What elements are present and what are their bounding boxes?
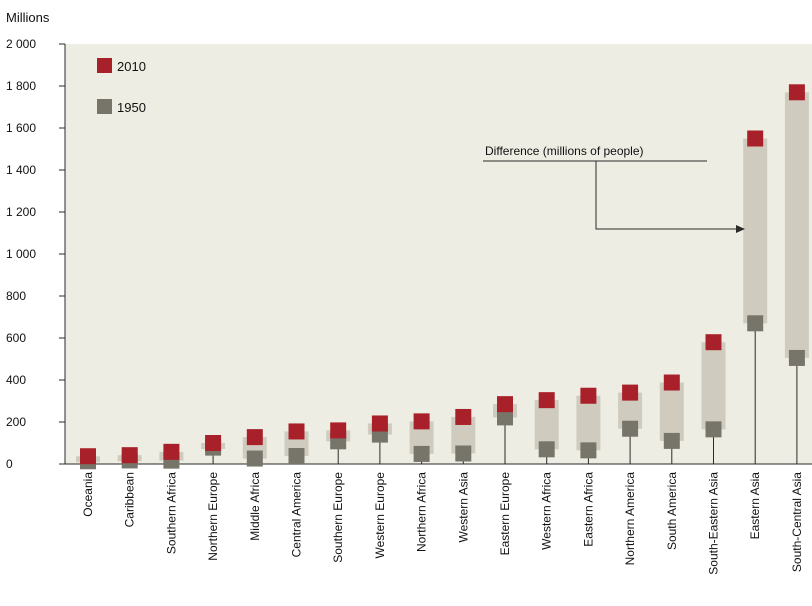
marker-2010 xyxy=(80,448,96,465)
difference-bar xyxy=(701,342,726,430)
marker-1950 xyxy=(663,432,680,449)
marker-1950 xyxy=(747,315,764,332)
category-label: Northern Europe xyxy=(206,472,220,561)
category-label: South America xyxy=(665,472,679,550)
y-tick-label: 1 400 xyxy=(6,163,36,177)
difference-bar xyxy=(743,138,768,324)
marker-1950 xyxy=(455,445,472,462)
markers xyxy=(80,84,805,470)
y-tick-label: 1 200 xyxy=(6,205,36,219)
category-label: Western Asia xyxy=(456,472,470,543)
legend-label-2010: 2010 xyxy=(117,59,146,74)
marker-2010 xyxy=(455,408,472,425)
y-tick-label: 1 000 xyxy=(6,247,36,261)
marker-1950 xyxy=(497,409,513,426)
category-label: Middle Africa xyxy=(248,472,262,541)
marker-2010 xyxy=(371,415,388,432)
category-label: South-Eastern Asia xyxy=(707,472,721,575)
category-label: Caribbean xyxy=(123,472,137,527)
difference-bar xyxy=(576,395,601,451)
marker-1950 xyxy=(705,421,722,438)
y-tick-label: 2 000 xyxy=(6,37,36,51)
marker-1950 xyxy=(580,442,597,459)
y-tick-label: 0 xyxy=(6,457,13,471)
y-tick-label: 600 xyxy=(6,331,26,345)
marker-2010 xyxy=(622,384,639,401)
annotation-arrowhead xyxy=(736,225,745,233)
marker-1950 xyxy=(246,450,263,467)
marker-2010 xyxy=(663,374,680,391)
x-labels: Oceania Caribbean Southern Africa Northern … xyxy=(81,472,804,575)
category-label: Eastern Asia xyxy=(748,472,762,540)
category-label: Northern Africa xyxy=(415,472,429,552)
category-label: Central America xyxy=(290,472,304,558)
marker-1950 xyxy=(413,445,430,462)
category-label: Eastern Africa xyxy=(581,472,595,547)
marker-2010 xyxy=(747,130,764,147)
y-ticks: 0 200 400 600 800 1 000 1 200 1 400 1 600 1 800 2 … xyxy=(6,37,65,471)
y-tick-label: 1 800 xyxy=(6,79,36,93)
y-tick-label: 1 600 xyxy=(6,121,36,135)
marker-1950 xyxy=(538,441,555,458)
y-tick-label: 200 xyxy=(6,415,26,429)
legend-label-1950: 1950 xyxy=(117,100,146,115)
legend-swatch-2010 xyxy=(97,58,112,73)
category-label: Oceania xyxy=(81,472,95,517)
difference-annotation: Difference (millions of people) xyxy=(483,144,745,233)
category-label: Western Africa xyxy=(540,472,554,550)
y-unit-label: Millions xyxy=(6,10,50,25)
marker-2010 xyxy=(580,387,597,404)
marker-2010 xyxy=(163,443,180,460)
marker-2010 xyxy=(205,435,222,451)
legend-swatch-1950 xyxy=(97,99,112,114)
marker-2010 xyxy=(788,84,805,101)
marker-2010 xyxy=(413,413,430,430)
y-tick-label: 800 xyxy=(6,289,26,303)
y-tick-label: 400 xyxy=(6,373,26,387)
marker-2010 xyxy=(121,447,138,464)
marker-2010 xyxy=(538,392,555,409)
annotation-label: Difference (millions of people) xyxy=(485,144,644,158)
category-label: Southern Africa xyxy=(164,472,178,554)
marker-1950 xyxy=(788,349,805,366)
difference-bar xyxy=(784,92,809,358)
plot-background xyxy=(65,44,812,464)
difference-bar xyxy=(659,382,684,441)
marker-1950 xyxy=(288,448,305,465)
marker-2010 xyxy=(497,396,513,413)
legend: 2010 1950 xyxy=(97,58,146,115)
marker-2010 xyxy=(288,423,305,440)
category-label: Western Europe xyxy=(373,472,387,559)
marker-2010 xyxy=(246,429,263,446)
category-label: Northern America xyxy=(623,472,637,566)
category-label: Eastern Europe xyxy=(498,472,512,556)
category-label: Southern Europe xyxy=(331,472,345,563)
marker-2010 xyxy=(705,334,722,351)
category-label: South-Central Asia xyxy=(790,472,804,572)
marker-1950 xyxy=(622,420,639,437)
difference-bar xyxy=(534,400,559,450)
annotation-arrow-line xyxy=(595,161,737,230)
marker-2010 xyxy=(330,422,347,439)
